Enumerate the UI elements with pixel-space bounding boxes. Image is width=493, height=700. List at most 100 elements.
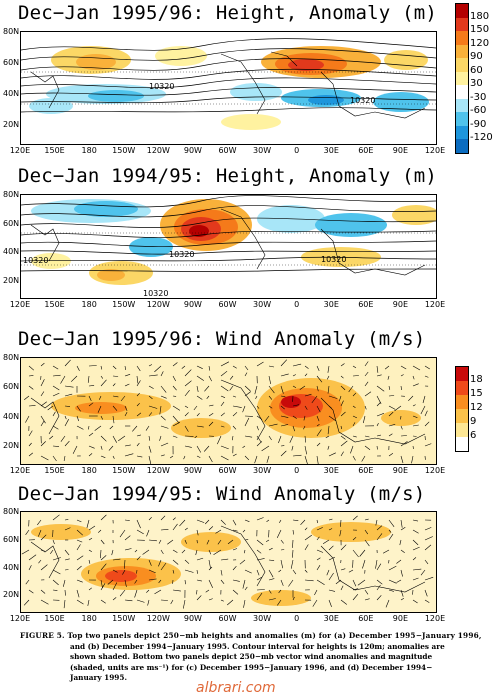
wind-vector bbox=[217, 539, 222, 545]
panel-d-map bbox=[20, 511, 437, 613]
wind-vector bbox=[328, 589, 336, 592]
legend-label: 90 bbox=[470, 51, 483, 62]
legend-label: 6 bbox=[470, 430, 477, 441]
latitude-label: 20N bbox=[3, 120, 20, 130]
wind-vector bbox=[244, 372, 248, 377]
longitude-label: 90E bbox=[392, 614, 409, 623]
legend-label: -90 bbox=[470, 118, 487, 130]
panel-b-plot: 10320 10320 10320 10320 bbox=[21, 195, 436, 298]
wind-vector bbox=[220, 445, 229, 450]
wind-vector bbox=[388, 519, 395, 527]
wind-vector bbox=[86, 519, 90, 529]
wind-vector bbox=[167, 539, 174, 545]
wind-vector bbox=[256, 361, 264, 367]
wind-vector bbox=[292, 425, 295, 432]
legend-swatch bbox=[456, 4, 468, 18]
wind-vector bbox=[160, 415, 166, 421]
wind-vector bbox=[352, 422, 356, 427]
wind-vector bbox=[304, 534, 312, 541]
wind-vector bbox=[292, 596, 295, 601]
wind-vector bbox=[256, 425, 259, 431]
panel-a-plot: 10320 10320 bbox=[21, 38, 436, 130]
wind-vector bbox=[328, 415, 336, 421]
wind-vector bbox=[340, 425, 342, 430]
wind-vector bbox=[424, 527, 432, 531]
wind-vector bbox=[424, 544, 432, 551]
longitude-label: 150W bbox=[112, 146, 136, 155]
wind-vector bbox=[376, 413, 385, 417]
wind-vector bbox=[280, 424, 289, 427]
wind-vector bbox=[388, 424, 396, 427]
wind-vector bbox=[184, 539, 187, 544]
wind-vector bbox=[100, 539, 105, 545]
wind-vector bbox=[352, 455, 356, 461]
wind-vector bbox=[388, 565, 397, 571]
wind-vector bbox=[52, 557, 61, 561]
wind-vector bbox=[76, 539, 83, 543]
wind-vector bbox=[364, 405, 367, 410]
wind-vector bbox=[261, 445, 270, 452]
wind-vector bbox=[232, 519, 237, 526]
wind-vector bbox=[184, 405, 189, 409]
wind-vector bbox=[52, 455, 57, 462]
wind-vector bbox=[232, 565, 237, 571]
wind-vector bbox=[268, 395, 273, 400]
legend-swatch bbox=[456, 71, 468, 85]
wind-vector bbox=[220, 412, 225, 417]
wind-vector bbox=[172, 405, 181, 411]
wind-vector bbox=[119, 529, 126, 538]
wind-vector bbox=[255, 395, 258, 399]
wind-vector bbox=[339, 395, 342, 402]
wind-vector bbox=[412, 365, 421, 371]
wind-vector bbox=[376, 563, 382, 571]
wind-vector bbox=[220, 370, 228, 377]
wind-vector bbox=[220, 361, 230, 367]
wind-vector bbox=[193, 405, 198, 411]
wind-vector bbox=[208, 526, 214, 531]
longitude-label: 120E bbox=[424, 146, 446, 155]
wind-vector bbox=[23, 599, 30, 606]
wind-vector bbox=[142, 549, 150, 555]
wind-vector bbox=[47, 405, 54, 411]
wind-vector bbox=[424, 365, 430, 370]
wind-vector bbox=[316, 579, 325, 585]
wind-vector bbox=[244, 539, 249, 541]
wind-vector bbox=[148, 412, 153, 417]
wind-vector bbox=[76, 544, 81, 551]
wind-vector bbox=[424, 589, 428, 597]
wind-vector bbox=[352, 594, 359, 601]
wind-vector bbox=[52, 365, 59, 370]
legend-swatch bbox=[456, 381, 468, 395]
wind-vector bbox=[172, 422, 181, 427]
wind-vector bbox=[340, 519, 342, 527]
longitude-label: 180 bbox=[81, 146, 97, 155]
wind-vector bbox=[352, 588, 359, 591]
wind-vector bbox=[206, 539, 210, 545]
wind-vector bbox=[400, 598, 405, 601]
wind-vector bbox=[100, 455, 106, 458]
wind-vector bbox=[359, 549, 366, 557]
wind-vector bbox=[87, 375, 90, 383]
wind-vector bbox=[424, 375, 429, 378]
wind-vector bbox=[256, 592, 263, 601]
wind-vector bbox=[160, 385, 167, 393]
wind-vector bbox=[244, 455, 250, 461]
wind-vector bbox=[279, 519, 282, 523]
wind-vector bbox=[348, 569, 354, 573]
wind-vector bbox=[268, 375, 271, 385]
wind-vector bbox=[412, 383, 419, 387]
wind-vector bbox=[145, 425, 150, 431]
wind-vector bbox=[215, 529, 222, 534]
wind-vector bbox=[50, 549, 54, 554]
wind-vector bbox=[340, 435, 346, 440]
wind-vector bbox=[361, 455, 366, 462]
wind-vector bbox=[124, 365, 126, 370]
wind-vector bbox=[276, 529, 282, 539]
wind-vector bbox=[196, 519, 205, 523]
wind-vector bbox=[375, 559, 378, 569]
wind-vector bbox=[124, 444, 131, 447]
wind-vector bbox=[88, 569, 90, 574]
wind-vector bbox=[112, 597, 117, 601]
wind-vector bbox=[184, 559, 190, 564]
wind-vector bbox=[64, 393, 73, 397]
